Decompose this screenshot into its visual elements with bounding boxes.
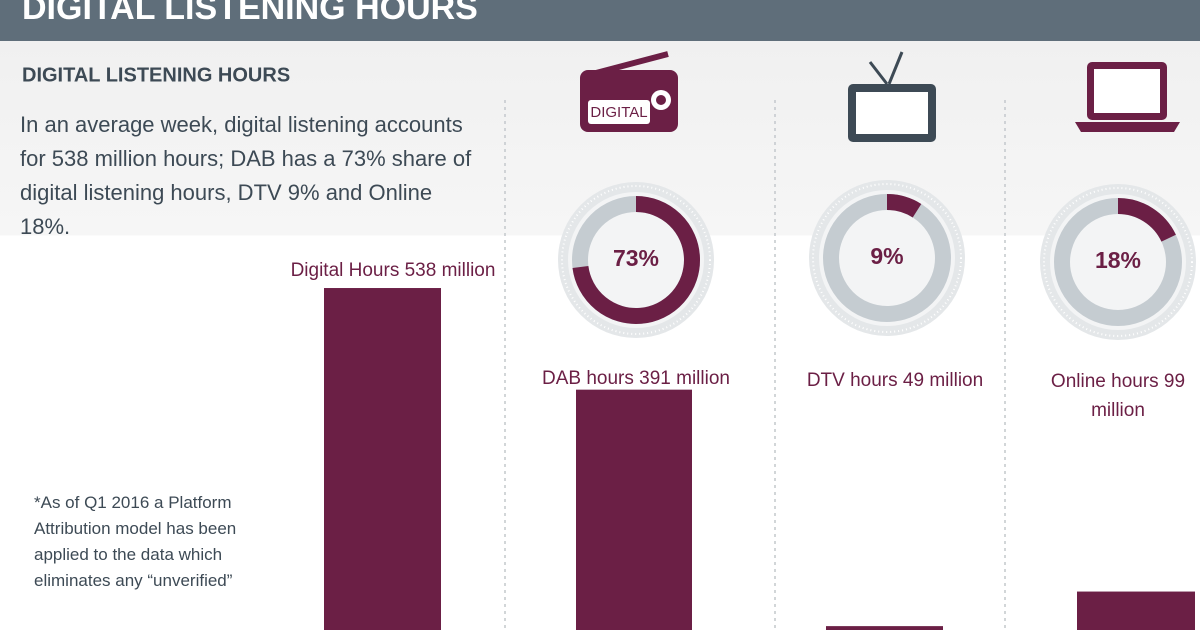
bar-label: Online hours 99 million [1050, 371, 1186, 421]
donut-arc [886, 194, 922, 218]
bar [324, 288, 441, 630]
donut-dots [561, 185, 711, 335]
bar-label: DAB hours 391 million [542, 368, 730, 389]
laptop-icon [1075, 62, 1180, 132]
radio-label: DIGITAL [590, 104, 647, 121]
donut-label: 73% [613, 245, 659, 271]
donut-arc [572, 196, 700, 324]
donut-arc [1117, 198, 1176, 242]
dividers [504, 100, 1006, 630]
bar [576, 389, 692, 630]
donut-label: 9% [870, 243, 903, 269]
header-title: DIGITAL LISTENING HOURS [22, 0, 478, 27]
bar-label: Digital Hours 538 million [290, 260, 496, 281]
footnote: *As of Q1 2016 a Platform Attribution mo… [34, 493, 237, 590]
bar [1077, 591, 1195, 630]
bar-label: DTV hours 49 million [806, 370, 984, 391]
donut-label: 18% [1095, 247, 1141, 273]
donut-dots [812, 183, 962, 333]
description: In an average week, digital listening ac… [20, 112, 472, 239]
subtitle: DIGITAL LISTENING HOURS [22, 64, 290, 86]
donut-dots [1043, 187, 1193, 337]
radio-icon: DIGITAL [580, 51, 678, 132]
header-bar [0, 0, 1200, 41]
bar [826, 626, 943, 630]
tv-icon [848, 51, 936, 142]
